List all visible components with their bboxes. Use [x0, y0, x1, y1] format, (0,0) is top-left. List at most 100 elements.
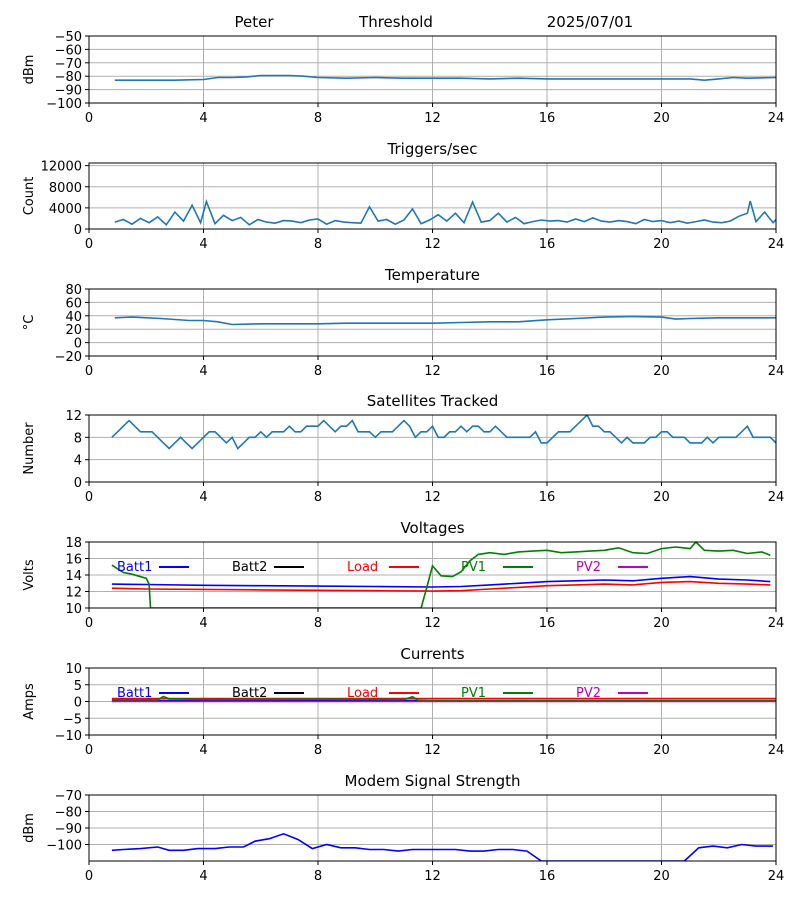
y-tick-label: 4000 — [49, 202, 82, 217]
x-tick-label: 8 — [314, 237, 322, 252]
x-tick-label: 20 — [653, 364, 670, 379]
x-tick-label: 4 — [199, 364, 207, 379]
x-tick-label: 4 — [199, 869, 207, 884]
chart-title: Voltages — [400, 519, 464, 537]
legend-label-pv1: PV1 — [461, 686, 486, 701]
x-tick-label: 4 — [199, 490, 207, 505]
series-line-main — [114, 315, 776, 326]
x-tick-label: 4 — [199, 111, 207, 126]
x-tick-label: 16 — [539, 111, 556, 126]
y-tick-label: −60 — [55, 43, 82, 58]
y-tick-label: 18 — [65, 536, 82, 551]
x-tick-label: 24 — [768, 364, 785, 379]
x-tick-label: 8 — [314, 869, 322, 884]
y-tick-label: 14 — [65, 569, 82, 584]
x-tick-label: 20 — [653, 490, 670, 505]
x-tick-label: 16 — [539, 869, 556, 884]
x-tick-label: 20 — [653, 743, 670, 758]
chart-title: Temperature — [384, 266, 480, 284]
y-tick-label: 80 — [65, 283, 82, 298]
y-tick-label: −80 — [55, 70, 82, 85]
legend-label-load: Load — [347, 686, 378, 701]
x-tick-label: 0 — [85, 616, 93, 631]
y-tick-label: −70 — [55, 57, 82, 72]
x-tick-label: 0 — [85, 869, 93, 884]
header: Peter Threshold 2025/07/01 — [234, 13, 633, 31]
series-line-load — [111, 580, 771, 592]
x-tick-label: 16 — [539, 490, 556, 505]
y-tick-label: −100 — [46, 97, 82, 112]
y-axis-label: Number — [22, 422, 37, 475]
y-tick-label: 12 — [65, 409, 82, 424]
legend-label-pv2: PV2 — [576, 686, 601, 701]
x-tick-label: 0 — [85, 490, 93, 505]
x-tick-label: 12 — [424, 616, 441, 631]
chart-title: Triggers/sec — [387, 140, 478, 158]
y-tick-label: −90 — [55, 84, 82, 99]
legend-label-batt1: Batt1 — [117, 560, 152, 575]
y-tick-label: 0 — [74, 696, 82, 711]
x-tick-label: 12 — [424, 743, 441, 758]
y-tick-label: 12 — [65, 586, 82, 601]
x-tick-label: 24 — [768, 743, 785, 758]
x-tick-label: 4 — [199, 237, 207, 252]
x-tick-label: 12 — [424, 364, 441, 379]
x-tick-label: 16 — [539, 237, 556, 252]
y-tick-label: −90 — [55, 822, 82, 837]
y-tick-label: 8 — [74, 431, 82, 446]
series-line-batt1 — [111, 575, 771, 588]
x-tick-label: 20 — [653, 111, 670, 126]
y-tick-label: 0 — [74, 223, 82, 238]
x-tick-label: 8 — [314, 364, 322, 379]
x-tick-label: 16 — [539, 743, 556, 758]
y-tick-label: 10 — [65, 662, 82, 677]
y-tick-label: 4 — [74, 454, 82, 469]
chart-title: Satellites Tracked — [367, 392, 498, 410]
series-line-pv1 — [111, 542, 771, 608]
x-tick-label: 24 — [768, 869, 785, 884]
y-axis-label: dBm — [22, 813, 37, 843]
y-tick-label: 8000 — [49, 181, 82, 196]
legend-label-load: Load — [347, 560, 378, 575]
x-tick-label: 12 — [424, 869, 441, 884]
y-axis-label: Volts — [22, 559, 37, 591]
series-line-main — [111, 832, 774, 861]
x-tick-label: 12 — [424, 490, 441, 505]
x-tick-label: 20 — [653, 869, 670, 884]
x-tick-label: 8 — [314, 616, 322, 631]
y-tick-label: 60 — [65, 296, 82, 311]
y-tick-label: −5 — [63, 712, 82, 727]
y-tick-label: 10 — [65, 602, 82, 617]
chart-title: Currents — [400, 645, 464, 663]
chart-panel-1: 0 4 8 12 16 20 24 0 4000 8000 12000 Triggers/sec Cou… — [22, 140, 784, 252]
x-tick-label: 4 — [199, 616, 207, 631]
y-tick-label: 5 — [74, 679, 82, 694]
y-tick-label: 40 — [65, 310, 82, 325]
x-tick-label: 0 — [85, 743, 93, 758]
x-tick-label: 0 — [85, 237, 93, 252]
legend-label-pv1: PV1 — [461, 560, 486, 575]
legend-label-pv2: PV2 — [576, 560, 601, 575]
x-tick-label: 16 — [539, 364, 556, 379]
legend-label-batt2: Batt2 — [232, 686, 267, 701]
legend-label-batt2: Batt2 — [232, 560, 267, 575]
y-axis-label: °C — [22, 315, 37, 331]
x-tick-label: 4 — [199, 743, 207, 758]
chart-panel-6: 0 4 8 12 16 20 24 −100 −90−80 −70 Modem Signal Str… — [22, 772, 784, 884]
x-tick-label: 24 — [768, 616, 785, 631]
x-tick-label: 12 — [424, 111, 441, 126]
x-tick-label: 0 — [85, 364, 93, 379]
y-tick-label: −50 — [55, 30, 82, 45]
series-line-main — [114, 198, 776, 227]
x-tick-label: 0 — [85, 111, 93, 126]
x-tick-label: 8 — [314, 490, 322, 505]
x-tick-label: 8 — [314, 111, 322, 126]
x-tick-label: 24 — [768, 237, 785, 252]
y-tick-label: 20 — [65, 323, 82, 338]
x-tick-label: 12 — [424, 237, 441, 252]
chart-title: Modem Signal Strength — [345, 772, 521, 790]
